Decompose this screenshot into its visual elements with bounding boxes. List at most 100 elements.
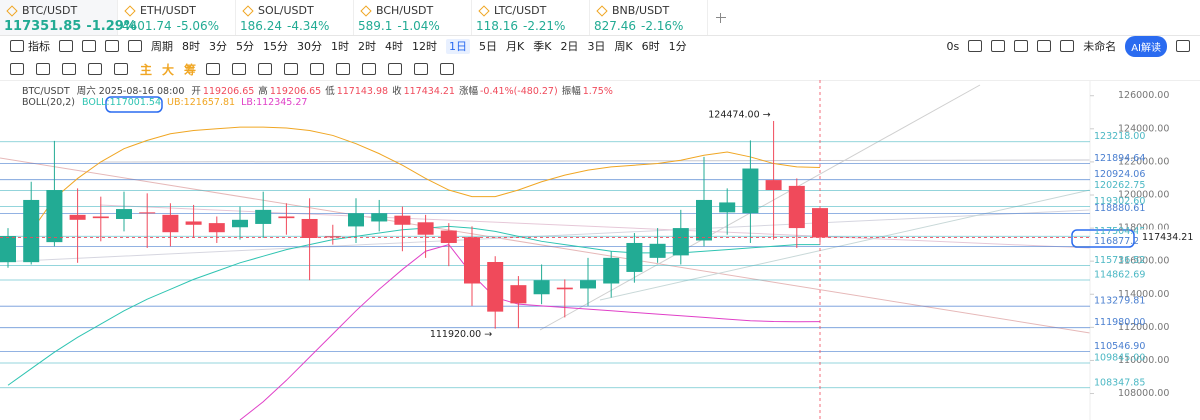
icon[interactable] (991, 40, 1006, 52)
ticker-tab[interactable]: SOL/USDT 186.24 -4.34% (236, 0, 354, 35)
toolbar: 指标 周期 8时 3分 5分 15分 30分 1时 2时 4时 12时 1日 5日 月K 季K 2日 3日周… (0, 35, 1200, 57)
interval-button[interactable]: 1分 (668, 40, 687, 53)
ticker-tab[interactable]: BNB/USDT 827.46 -2.16% (590, 0, 708, 35)
icon[interactable] (968, 40, 983, 52)
tool-icon[interactable] (336, 63, 351, 75)
y-tick-label: 112000.00 (1118, 322, 1169, 333)
tool-icon[interactable] (440, 63, 455, 75)
price-level-label: 111980.00 (1094, 317, 1145, 328)
candle-body (0, 236, 16, 263)
price-level-label: 118880.61 (1094, 203, 1145, 214)
interval-button[interactable]: 3日 (587, 40, 606, 53)
indicator-name: BOLL(20,2) (22, 97, 75, 108)
price-level-label: 120262.75 (1094, 180, 1145, 191)
interval-list: 8时 3分 5分 15分 30分 1时 2时 4时 12时 1日 5日 月K 季K 2日 3日 周K 6时 1分 (182, 38, 696, 54)
icon[interactable] (1176, 40, 1190, 52)
last-price-tag (1138, 229, 1200, 246)
ticker-quote: 589.1 -1.04% (358, 19, 440, 33)
trend-line (0, 157, 1091, 334)
ticker-change: -4.34% (287, 19, 330, 33)
tool-icon[interactable] (258, 63, 273, 75)
interval-button[interactable]: 5日 (479, 40, 497, 53)
ticker-tab[interactable]: BTC/USDT 117351.85 -1.29% (0, 0, 137, 35)
ticker-symbol: BCH/USDT (376, 4, 434, 17)
add-tab[interactable] (716, 12, 726, 23)
tool-icon[interactable] (388, 63, 403, 75)
candle-body (556, 287, 573, 290)
candle-body (394, 215, 411, 225)
interval-button[interactable]: 15分 (263, 40, 288, 53)
icon[interactable] (82, 40, 96, 52)
icon[interactable] (105, 40, 119, 52)
icon[interactable] (59, 40, 73, 52)
icon[interactable] (1060, 40, 1075, 52)
extreme-annotation: 111920.00 → (430, 329, 492, 340)
symbol: BTC/USDT (22, 86, 70, 97)
icon[interactable] (1014, 40, 1029, 52)
ticker-symbol: BTC/USDT (22, 4, 78, 17)
tool-icon[interactable] (284, 63, 299, 75)
layout-name[interactable]: 未命名 (1083, 40, 1117, 53)
period-button[interactable]: 周期 (151, 40, 173, 53)
field-value: 119206.65 (269, 86, 322, 97)
interval-button[interactable]: 5分 (236, 40, 254, 53)
price-level-label: 108347.85 (1094, 377, 1145, 388)
tool-icon[interactable] (232, 63, 247, 75)
candle-body (719, 202, 736, 213)
boll-info: BOLL(20,2) BOLL:117001.54 UB:121657.81 LB:… (22, 97, 313, 108)
interval-button[interactable]: 8时 (182, 40, 200, 53)
tool-icon[interactable] (114, 63, 128, 75)
interval-button[interactable]: 30分 (297, 40, 322, 53)
tool-icon[interactable] (362, 63, 377, 75)
interval-button[interactable]: 12时 (412, 40, 437, 53)
candle-body (649, 243, 666, 258)
trend-line (99, 159, 1091, 163)
interval-button[interactable]: 周K (614, 40, 633, 53)
interval-button[interactable]: 2时 (358, 40, 376, 53)
ticker-symbol: ETH/USDT (140, 4, 196, 17)
tool-icon[interactable] (36, 63, 50, 75)
overlay-tool[interactable]: 主 (140, 62, 153, 77)
interval-button[interactable]: 1日 (446, 39, 470, 54)
tool-icon[interactable] (310, 63, 325, 75)
tool-icon[interactable] (414, 63, 429, 75)
ticker-icon (242, 5, 254, 17)
legend-entry: LB:112345.27 (241, 97, 308, 108)
overlay-tool[interactable]: 大 (162, 62, 175, 77)
ai-button[interactable]: AI解读 (1125, 35, 1167, 57)
tool-icon[interactable] (88, 63, 102, 75)
ticker-quote: 118.16 -2.21% (476, 19, 565, 33)
interval-button[interactable]: 季K (533, 40, 552, 53)
candle-body (603, 257, 620, 284)
interval-button[interactable]: 2日 (560, 40, 579, 53)
tool-icon[interactable] (206, 63, 221, 75)
price-level-label: 119302.60 (1094, 196, 1145, 207)
ticker-change: -1.29% (86, 19, 137, 34)
tool-icon[interactable] (10, 63, 24, 75)
candle-body (788, 185, 805, 229)
extreme-annotation: 124474.00 → (708, 109, 770, 120)
y-tick-label: 110000.00 (1118, 355, 1169, 366)
ticker-price: 118.16 (476, 19, 518, 33)
tool-icon[interactable] (62, 63, 76, 75)
ticker-price: 827.46 (594, 19, 636, 33)
ticker-tab[interactable]: BCH/USDT 589.1 -1.04% (354, 0, 472, 35)
interval-button[interactable]: 3分 (209, 40, 227, 53)
interval-button[interactable]: 月K (506, 40, 525, 53)
indicator-button[interactable]: 指标 (28, 40, 50, 53)
candle-body (812, 208, 828, 238)
ticker-tab[interactable]: ETH/USDT 4401.74 -5.06% (118, 0, 236, 35)
ticker-tab[interactable]: LTC/USDT 118.16 -2.21% (472, 0, 590, 35)
interval-button[interactable]: 1时 (331, 40, 349, 53)
icon[interactable] (1037, 40, 1052, 52)
price-level-label: 117504.45 (1094, 226, 1145, 237)
field-value: -0.41%(-480.27) (479, 86, 558, 97)
ticker-change: -5.06% (176, 19, 220, 33)
interval-button[interactable]: 6时 (641, 40, 660, 53)
price-level-label: 109845.00 (1094, 353, 1145, 364)
price-level-label: 123218.00 (1094, 131, 1145, 142)
overlay-tool[interactable]: 筹 (184, 62, 197, 77)
interval-button[interactable]: 4时 (385, 40, 403, 53)
candle-body (417, 222, 434, 235)
icon[interactable] (128, 40, 142, 52)
